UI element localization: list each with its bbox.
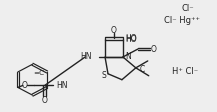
Text: HN: HN [81, 53, 92, 61]
Text: O: O [22, 81, 28, 90]
Text: O: O [111, 26, 117, 35]
Text: C: C [140, 65, 145, 74]
Text: O: O [151, 45, 157, 54]
Text: HO: HO [125, 34, 136, 43]
Text: H⁺ Cl⁻: H⁺ Cl⁻ [172, 67, 198, 76]
Text: O: O [42, 96, 48, 105]
Text: Cl⁻: Cl⁻ [182, 4, 195, 13]
Text: S: S [101, 71, 106, 80]
Text: Cl⁻ Hg⁺⁺: Cl⁻ Hg⁺⁺ [164, 16, 200, 25]
Text: HN: HN [57, 81, 68, 90]
Text: HO: HO [125, 35, 136, 44]
Text: =C: =C [33, 70, 44, 76]
Text: N: N [125, 53, 131, 61]
